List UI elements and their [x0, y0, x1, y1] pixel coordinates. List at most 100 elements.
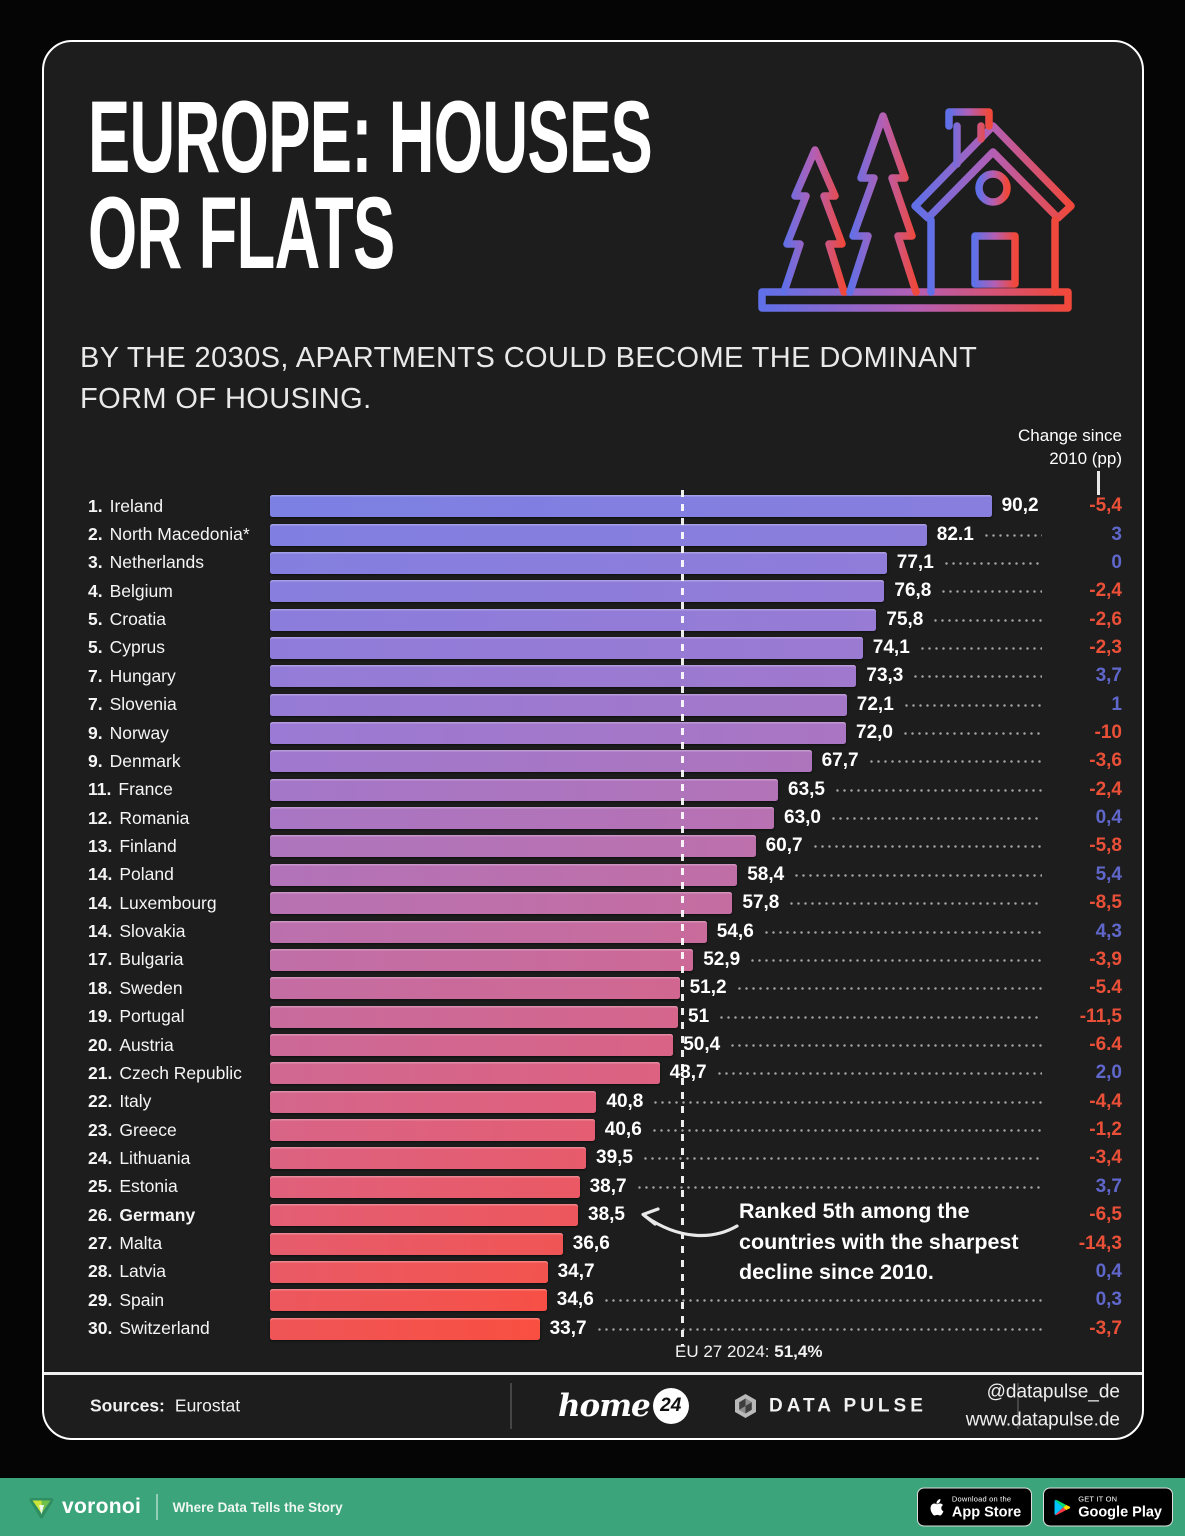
bar-track: 72,0	[270, 719, 1052, 747]
bar-value: 75,8	[886, 608, 924, 630]
dotted-leader	[729, 1044, 1042, 1047]
country-name: Slovenia	[109, 694, 177, 715]
change-value: 3	[1111, 523, 1122, 545]
dotted-leader	[650, 1129, 1042, 1133]
bar-value: 74,1	[872, 636, 910, 658]
bar-value: 63,5	[788, 778, 825, 800]
country-label: 3. Netherlands	[88, 552, 270, 573]
dotted-leader	[940, 590, 1042, 594]
bar-value: 36,6	[572, 1232, 610, 1254]
country-label: 20. Austria	[88, 1035, 270, 1056]
bar-track: 38,5	[270, 1201, 1052, 1229]
bar	[270, 835, 756, 858]
voronoi-brand: voronoi Where Data Tells the Story	[28, 1494, 343, 1520]
bar-track: 77,1	[270, 549, 1052, 577]
dotted-leader	[788, 902, 1042, 906]
voronoi-logo-icon	[29, 1497, 54, 1518]
dotted-leader	[718, 1015, 1042, 1019]
app-store-badge[interactable]: Download on the App Store	[916, 1487, 1033, 1527]
bar-track: 39,5	[270, 1144, 1052, 1172]
bar-value: 51	[688, 1005, 710, 1027]
bar-value: 50,4	[683, 1034, 721, 1055]
bar-value: 90,2	[1001, 495, 1039, 517]
country-name: Netherlands	[109, 552, 204, 573]
title-line-2: OR FLATS	[88, 175, 395, 290]
bar	[270, 665, 857, 688]
table-row: 4. Belgium 76,8 -2,4	[88, 577, 1122, 605]
dotted-leader	[793, 873, 1042, 877]
table-row: 29. Spain 34,6 0,3	[88, 1286, 1122, 1314]
country-name: Czech Republic	[119, 1062, 242, 1083]
bar	[270, 1062, 660, 1085]
rank: 21.	[88, 1062, 113, 1083]
change-value: -2,6	[1089, 608, 1122, 630]
datapulse-links: @datapulse_de www.datapulse.de	[966, 1378, 1120, 1433]
change-value: 0,3	[1095, 1289, 1122, 1311]
bar-value: 58,4	[747, 863, 785, 885]
dotted-leader	[735, 987, 1042, 991]
bar-value: 60,7	[765, 835, 803, 857]
country-name: Ireland	[109, 495, 164, 516]
bar	[270, 750, 812, 773]
country-label: 2. North Macedonia*	[88, 524, 270, 545]
table-row: 20. Austria 50,4 -6.4	[88, 1031, 1122, 1059]
change-value: 4,3	[1095, 920, 1122, 942]
table-row: 7. Slovenia 72,1 1	[88, 691, 1122, 719]
rank: 27.	[88, 1233, 113, 1254]
rank: 14.	[88, 864, 113, 885]
dotted-leader	[595, 1327, 1042, 1331]
dotted-leader	[982, 533, 1042, 537]
google-play-badge[interactable]: GET IT ON Google Play	[1043, 1487, 1173, 1527]
bar-track: 63,0	[270, 804, 1052, 832]
home24-logo: home 24	[558, 1388, 689, 1424]
bar-value: 38,5	[588, 1204, 625, 1226]
voronoi-separator	[156, 1494, 158, 1520]
table-row: 7. Hungary 73,3 3,7	[88, 662, 1122, 690]
country-name: Sweden	[119, 977, 183, 998]
bar-track: 76,8	[270, 577, 1052, 605]
bar-value: 38,7	[589, 1175, 627, 1197]
rank: 5.	[88, 609, 103, 630]
change-value: -11,5	[1079, 1005, 1122, 1027]
table-row: 18. Sweden 51,2 -5.4	[88, 974, 1122, 1002]
bar-value: 52,9	[703, 948, 741, 970]
rank: 19.	[88, 1006, 113, 1027]
bar	[270, 1090, 597, 1113]
rank: 14.	[88, 921, 113, 942]
country-name: Latvia	[119, 1261, 167, 1282]
country-name: Croatia	[109, 609, 167, 630]
bar-track: 63,5	[270, 776, 1052, 804]
dotted-leader	[652, 1100, 1042, 1104]
country-name: Belgium	[109, 580, 173, 601]
dotted-leader	[635, 1185, 1042, 1189]
change-value: -3,4	[1089, 1147, 1122, 1169]
country-label: 29. Spain	[88, 1290, 270, 1311]
pine-tree-small	[780, 146, 848, 296]
change-value: 3,7	[1095, 1175, 1122, 1197]
bar-value: 40,6	[604, 1119, 642, 1141]
country-label: 27. Malta	[88, 1233, 270, 1254]
bar	[270, 1034, 674, 1056]
bar	[270, 807, 774, 830]
rank: 5.	[88, 637, 103, 658]
change-value: -3,6	[1089, 750, 1122, 772]
rank: 9.	[88, 722, 103, 743]
bar-track: 50,4	[270, 1031, 1052, 1059]
dotted-leader	[867, 760, 1042, 764]
change-value: -3,9	[1089, 948, 1122, 970]
bar-track: 36,6	[270, 1229, 1052, 1257]
country-name: Estonia	[119, 1176, 178, 1197]
bar	[270, 863, 738, 886]
bar-value: 57,8	[742, 892, 780, 914]
country-label: 25. Estonia	[88, 1176, 270, 1197]
country-label: 26. Germany	[88, 1205, 270, 1226]
country-name: Italy	[119, 1091, 152, 1112]
country-label: 14. Poland	[88, 864, 270, 885]
datapulse-website[interactable]: www.datapulse.de	[965, 1409, 1120, 1430]
table-row: 5. Cyprus 74,1 -2,3	[88, 634, 1122, 662]
bar	[270, 892, 733, 915]
country-name: Austria	[119, 1034, 174, 1055]
country-label: 30. Switzerland	[88, 1318, 270, 1339]
dotted-leader	[902, 703, 1042, 707]
datapulse-handle[interactable]: @datapulse_de	[986, 1381, 1120, 1403]
